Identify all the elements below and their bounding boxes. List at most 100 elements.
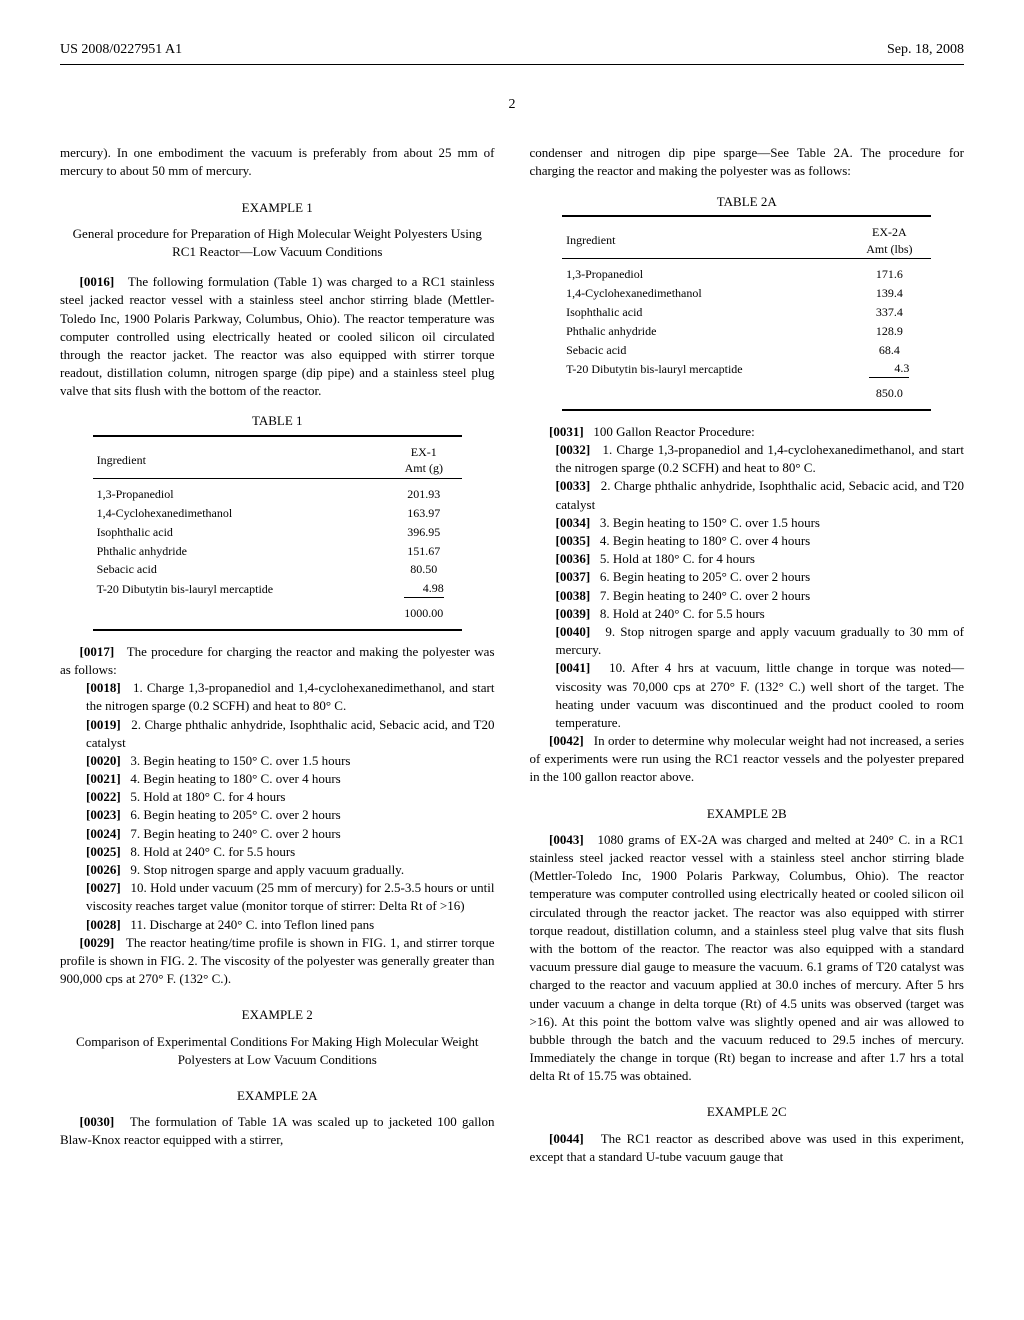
step: [0023] 6. Begin heating to 205° C. over … — [60, 806, 495, 824]
para-num: [0027] — [86, 880, 121, 895]
para-num: [0033] — [556, 478, 591, 493]
para-num: [0036] — [556, 551, 591, 566]
para-0016: [0016] The following formulation (Table … — [60, 273, 495, 400]
para-text: The RC1 reactor as described above was u… — [530, 1131, 965, 1164]
step-text: 1. Charge 1,3-propanediol and 1,4-cycloh… — [556, 442, 965, 475]
step: [0025] 8. Hold at 240° C. for 5.5 hours — [60, 843, 495, 861]
para-num: [0021] — [86, 771, 121, 786]
step-text: 9. Stop nitrogen sparge and apply vacuum… — [130, 862, 404, 877]
example-1-title: EXAMPLE 1 — [60, 199, 495, 217]
step-text: 10. After 4 hrs at vacuum, little change… — [556, 660, 965, 730]
para-0029: [0029] The reactor heating/time profile … — [60, 934, 495, 989]
step: [0038] 7. Begin heating to 240° C. over … — [530, 587, 965, 605]
step-text: 5. Hold at 180° C. for 4 hours — [130, 789, 285, 804]
step-text: 8. Hold at 240° C. for 5.5 hours — [130, 844, 295, 859]
step: [0027] 10. Hold under vacuum (25 mm of m… — [60, 879, 495, 915]
step: [0028] 11. Discharge at 240° C. into Tef… — [60, 916, 495, 934]
table-cell: 128.9 — [847, 322, 931, 341]
step: [0041] 10. After 4 hrs at vacuum, little… — [530, 659, 965, 732]
left-column: mercury). In one embodiment the vacuum i… — [60, 144, 495, 1166]
para-text: The reactor heating/time profile is show… — [60, 935, 495, 986]
para-num: [0032] — [556, 442, 591, 457]
table-cell: 171.6 — [847, 265, 931, 284]
step: [0039] 8. Hold at 240° C. for 5.5 hours — [530, 605, 965, 623]
table-cell: T-20 Dibutytin bis-lauryl mercaptide — [93, 579, 386, 599]
step-text: 1. Charge 1,3-propanediol and 1,4-cycloh… — [86, 680, 495, 713]
pub-number: US 2008/0227951 A1 — [60, 40, 182, 60]
table-cell: 68.4 — [847, 341, 931, 360]
para-0017: [0017] The procedure for charging the re… — [60, 643, 495, 679]
step-text: 5. Hold at 180° C. for 4 hours — [600, 551, 755, 566]
table-cell: 4.98 — [386, 579, 462, 599]
table-total: 850.0 — [847, 379, 931, 403]
step: [0035] 4. Begin heating to 180° C. over … — [530, 532, 965, 550]
step-text: 9. Stop nitrogen sparge and apply vacuum… — [556, 624, 965, 657]
para-text: 100 Gallon Reactor Procedure: — [593, 424, 754, 439]
table-2a-label: TABLE 2A — [530, 193, 965, 211]
para-num: [0020] — [86, 753, 121, 768]
para-0043: [0043] 1080 grams of EX-2A was charged a… — [530, 831, 965, 1086]
step: [0019] 2. Charge phthalic anhydride, Iso… — [60, 716, 495, 752]
table-1: Ingredient EX-1Amt (g) 1,3-Propanediol20… — [93, 435, 462, 631]
table-cell: Sebacic acid — [93, 560, 386, 579]
step-text: 3. Begin heating to 150° C. over 1.5 hou… — [600, 515, 820, 530]
para-0031: [0031] 100 Gallon Reactor Procedure: — [530, 423, 965, 441]
para-num: [0025] — [86, 844, 121, 859]
step-text: 6. Begin heating to 205° C. over 2 hours — [600, 569, 810, 584]
para-frag: condenser and nitrogen dip pipe sparge—S… — [530, 144, 965, 180]
pub-date: Sep. 18, 2008 — [887, 40, 964, 60]
table-1-label: TABLE 1 — [60, 412, 495, 430]
para-text: The procedure for charging the reactor a… — [60, 644, 495, 677]
right-column: condenser and nitrogen dip pipe sparge—S… — [530, 144, 965, 1166]
table-cell: T-20 Dibutytin bis-lauryl mercaptide — [562, 359, 847, 379]
para-num: [0043] — [549, 832, 584, 847]
table-cell: 337.4 — [847, 303, 931, 322]
para-num: [0028] — [86, 917, 121, 932]
example-2-title: EXAMPLE 2 — [60, 1006, 495, 1024]
step: [0020] 3. Begin heating to 150° C. over … — [60, 752, 495, 770]
para-num: [0016] — [80, 274, 115, 289]
step: [0021] 4. Begin heating to 180° C. over … — [60, 770, 495, 788]
step-text: 7. Begin heating to 240° C. over 2 hours — [130, 826, 340, 841]
para-num: [0035] — [556, 533, 591, 548]
table-cell: 139.4 — [847, 284, 931, 303]
example-2a-title: EXAMPLE 2A — [60, 1087, 495, 1105]
para-num: [0023] — [86, 807, 121, 822]
example-2c-title: EXAMPLE 2C — [530, 1103, 965, 1121]
para-num: [0031] — [549, 424, 584, 439]
para-num: [0018] — [86, 680, 121, 695]
table-cell: 396.95 — [386, 523, 462, 542]
table-cell: 163.97 — [386, 504, 462, 523]
table-2a-col-amt: EX-2AAmt (lbs) — [847, 223, 931, 259]
step-text: 8. Hold at 240° C. for 5.5 hours — [600, 606, 765, 621]
step: [0033] 2. Charge phthalic anhydride, Iso… — [530, 477, 965, 513]
table-cell: 1,4-Cyclohexanedimethanol — [562, 284, 847, 303]
step-text: 10. Hold under vacuum (25 mm of mercury)… — [86, 880, 495, 913]
para-num: [0024] — [86, 826, 121, 841]
example-1-subtitle: General procedure for Preparation of Hig… — [60, 225, 495, 261]
table-cell: Isophthalic acid — [93, 523, 386, 542]
step: [0018] 1. Charge 1,3-propanediol and 1,4… — [60, 679, 495, 715]
table-total: 1000.00 — [386, 599, 462, 623]
step: [0024] 7. Begin heating to 240° C. over … — [60, 825, 495, 843]
step-text: 6. Begin heating to 205° C. over 2 hours — [130, 807, 340, 822]
para-text: In order to determine why molecular weig… — [530, 733, 965, 784]
para-num: [0040] — [556, 624, 591, 639]
para-num: [0044] — [549, 1131, 584, 1146]
para-num: [0039] — [556, 606, 591, 621]
step-text: 4. Begin heating to 180° C. over 4 hours — [130, 771, 340, 786]
para-num: [0022] — [86, 789, 121, 804]
para-num: [0037] — [556, 569, 591, 584]
para-num: [0034] — [556, 515, 591, 530]
para-num: [0029] — [80, 935, 115, 950]
para-num: [0038] — [556, 588, 591, 603]
table-cell: 1,4-Cyclohexanedimethanol — [93, 504, 386, 523]
example-2-subtitle: Comparison of Experimental Conditions Fo… — [60, 1033, 495, 1069]
para-0042: [0042] In order to determine why molecul… — [530, 732, 965, 787]
table-cell: 1,3-Propanediol — [562, 265, 847, 284]
step: [0026] 9. Stop nitrogen sparge and apply… — [60, 861, 495, 879]
step: [0040] 9. Stop nitrogen sparge and apply… — [530, 623, 965, 659]
step-text: 2. Charge phthalic anhydride, Isophthali… — [556, 478, 965, 511]
table-cell: 201.93 — [386, 485, 462, 504]
table-1-col-ingredient: Ingredient — [93, 443, 386, 479]
